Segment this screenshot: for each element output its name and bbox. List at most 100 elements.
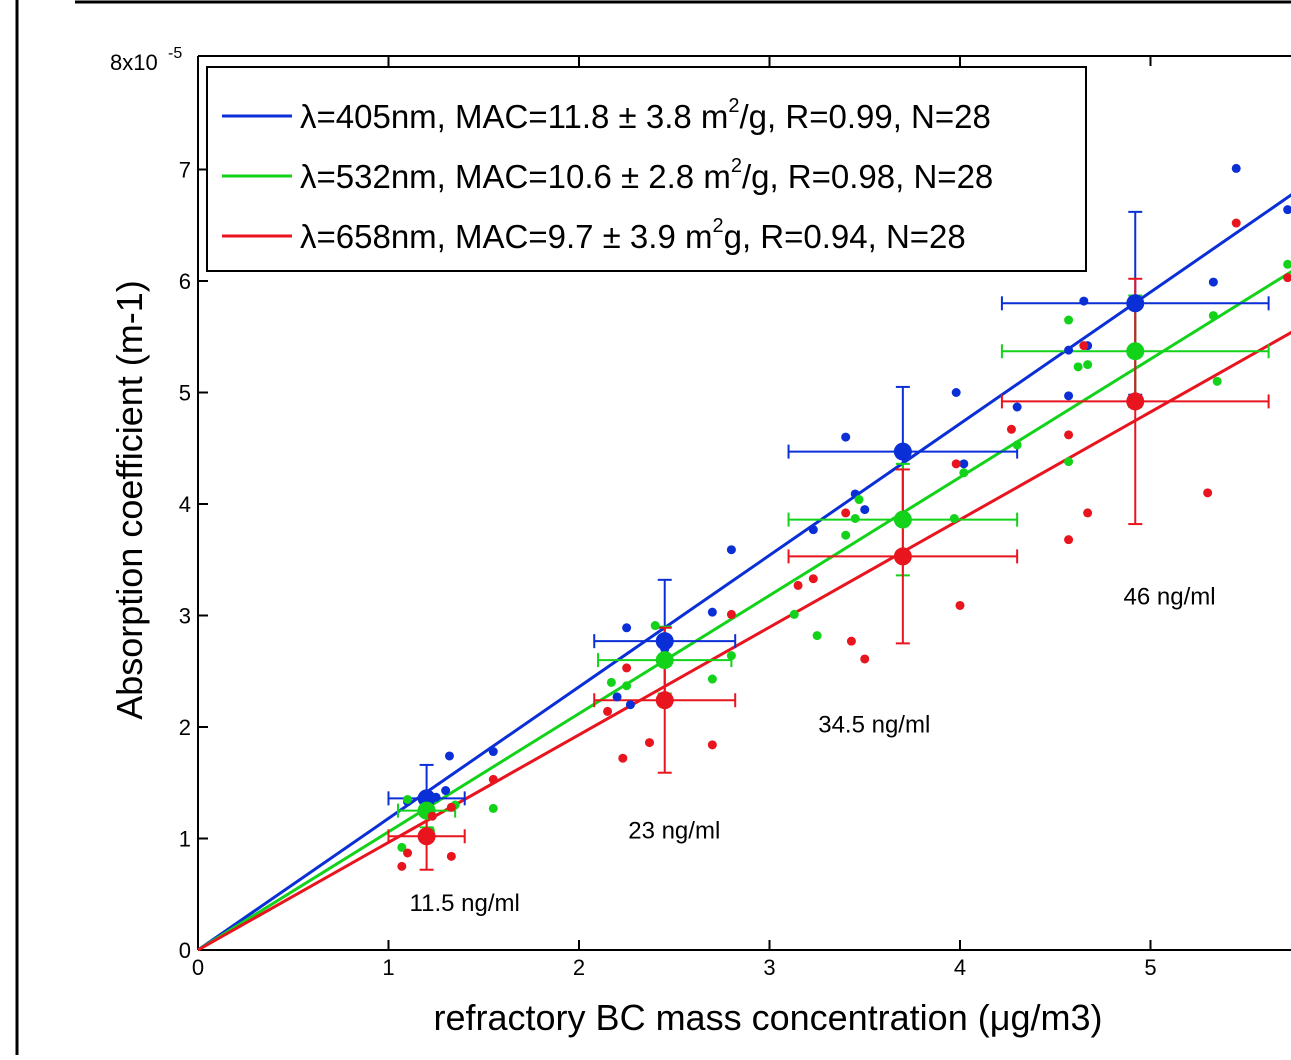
data-point (860, 505, 870, 515)
data-point (444, 751, 454, 761)
data-point (1208, 277, 1218, 287)
data-point (841, 432, 851, 442)
y-tick-label: 7 (179, 158, 191, 183)
data-point (446, 802, 456, 812)
mean-point (417, 827, 436, 846)
data-point (854, 495, 864, 505)
data-point (650, 621, 660, 631)
data-point (1064, 315, 1074, 325)
data-point (951, 388, 961, 397)
data-point (949, 513, 959, 523)
data-point (707, 607, 717, 617)
data-point (1012, 402, 1022, 412)
data-point (1073, 362, 1083, 372)
data-point (726, 545, 736, 555)
y-tick-label: 1 (179, 827, 191, 852)
data-point (397, 842, 407, 852)
data-point (397, 861, 407, 871)
mean-point (655, 691, 674, 710)
data-point (1212, 376, 1222, 386)
data-point (707, 740, 717, 750)
data-point (1064, 457, 1074, 467)
data-point (959, 459, 969, 469)
data-point (427, 811, 437, 821)
y-axis-title: Absorption coefficient (m-1) (109, 280, 150, 720)
data-point (660, 644, 670, 654)
mean-point (893, 442, 912, 461)
legend-box (206, 66, 1087, 272)
mean-point (1126, 342, 1145, 361)
y-tick-label: 3 (179, 604, 191, 629)
data-point (488, 747, 498, 757)
y-tick-label: 2 (179, 715, 191, 740)
data-point (1083, 360, 1093, 370)
data-point (789, 609, 799, 619)
concentration-label: 34.5 ng/ml (818, 712, 930, 739)
data-point (1064, 430, 1074, 440)
data-point (1064, 391, 1074, 401)
data-point (403, 794, 413, 804)
data-point (808, 525, 818, 535)
concentration-label: 11.5 ng/ml (410, 890, 520, 917)
data-point (1079, 341, 1089, 351)
y-tick-label: 6 (179, 269, 191, 294)
data-point (1283, 273, 1291, 283)
data-point (488, 803, 498, 813)
mean-point (655, 651, 674, 670)
x-axis-title: refractory BC mass concentration (μg/m3) (434, 997, 1103, 1038)
data-point (846, 636, 856, 646)
x-tick-label: 4 (954, 955, 966, 980)
fit-lines (197, 193, 1291, 952)
data-point (622, 663, 632, 673)
data-point (622, 623, 632, 633)
data-point (618, 753, 628, 763)
data-point (1203, 488, 1213, 498)
data-point (622, 681, 632, 691)
mean-point (1126, 392, 1145, 411)
data-point (860, 654, 870, 664)
data-point (850, 513, 860, 523)
data-point (726, 609, 736, 619)
x-tick-label: 5 (1144, 955, 1156, 980)
data-point (793, 580, 803, 590)
fit-line (197, 193, 1291, 952)
y-exponent-power: -5 (168, 45, 182, 62)
data-point (1231, 218, 1241, 228)
legend-label: λ=405nm, MAC=11.8 ± 3.8 m2/g, R=0.99, N=… (300, 95, 991, 135)
data-point (403, 848, 413, 858)
data-point (1083, 508, 1093, 518)
data-point (955, 600, 965, 610)
data-point (446, 851, 456, 861)
data-point (1064, 345, 1074, 355)
mean-point (893, 547, 912, 566)
data-point (1079, 296, 1089, 306)
mean-point (893, 510, 912, 529)
fit-line (197, 270, 1291, 952)
data-point (841, 508, 851, 518)
data-point (1012, 440, 1022, 450)
data-point (431, 792, 441, 802)
data-point (707, 674, 717, 684)
data-points (397, 163, 1291, 871)
mean-point (1126, 294, 1145, 313)
data-point (841, 530, 851, 540)
annotations: 11.5 ng/ml 23 ng/ml 34.5 ng/ml 46 ng/ml (410, 583, 1216, 917)
axes: 0 1 2 3 4 5 0 1 2 3 4 5 6 7 (179, 55, 1291, 980)
fit-line (197, 330, 1291, 952)
data-point (1006, 424, 1016, 434)
data-point (959, 468, 969, 478)
legend-label: λ=532nm, MAC=10.6 ± 2.8 m2/g, R=0.98, N=… (300, 155, 993, 195)
data-point (441, 786, 451, 796)
concentration-label: 46 ng/ml (1124, 583, 1216, 610)
concentration-label: 23 ng/ml (628, 818, 720, 845)
y-tick-label: 0 (179, 938, 191, 963)
x-tick-label: 2 (573, 955, 585, 980)
legend-label: λ=658nm, MAC=9.7 ± 3.9 m2g, R=0.94, N=28 (300, 215, 966, 255)
data-point (812, 631, 822, 641)
x-tick-label: 1 (382, 955, 394, 980)
mean-point (655, 632, 674, 651)
legend: λ=405nm, MAC=11.8 ± 3.8 m2/g, R=0.99, N=… (206, 66, 1087, 272)
y-exponent-label: 8x10 (110, 50, 158, 75)
y-tick-label: 4 (179, 492, 191, 517)
